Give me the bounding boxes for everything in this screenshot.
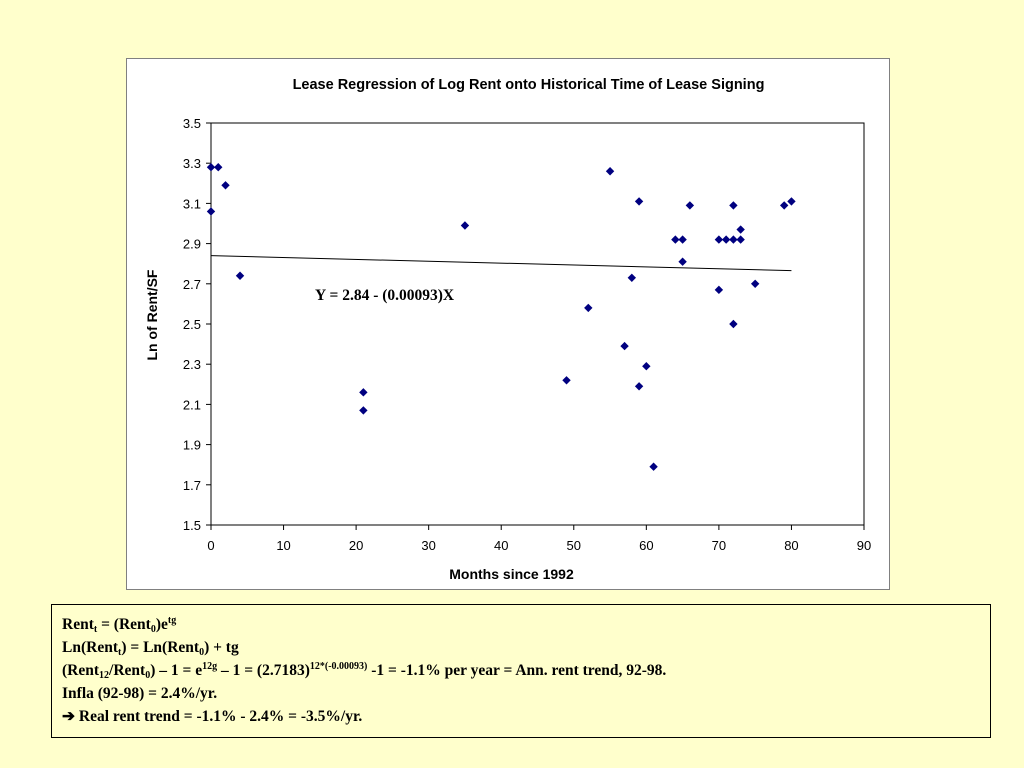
data-point: [729, 319, 738, 329]
x-axis-label: Months since 1992: [449, 566, 574, 582]
data-point: [359, 406, 368, 415]
data-point: [714, 285, 724, 295]
y-tick-label: 2.3: [183, 357, 201, 372]
x-tick-label: 20: [349, 538, 363, 553]
data-point: [634, 197, 644, 206]
data-point: [642, 362, 651, 371]
data-point: [584, 303, 593, 313]
y-tick-label: 3.5: [183, 116, 201, 131]
data-point: [206, 163, 216, 172]
inflation-line: Infla (92-98) = 2.4%/yr.: [62, 685, 218, 702]
data-point: [729, 235, 738, 244]
arrow-right-icon: ➔: [62, 708, 75, 725]
chart-panel: Lease Regression of Log Rent onto Histor…: [126, 58, 890, 590]
data-point: [671, 235, 680, 244]
y-tick-label: 1.5: [183, 518, 201, 533]
data-point: [221, 181, 230, 190]
data-point: [460, 221, 470, 230]
y-tick-label: 2.9: [183, 237, 201, 252]
data-point: [562, 376, 571, 385]
real-rent-trend-line: ➔ Real rent trend = -1.1% - 2.4% = -3.5%…: [62, 708, 363, 725]
data-point: [627, 273, 637, 282]
x-tick-label: 90: [857, 538, 871, 553]
x-tick-label: 0: [207, 538, 214, 553]
trendline: [210, 255, 792, 272]
x-tick-label: 60: [639, 538, 653, 553]
x-tick-label: 70: [712, 538, 726, 553]
y-tick-label: 3.3: [183, 156, 201, 171]
y-tick-label: 1.7: [183, 478, 201, 493]
data-point: [678, 235, 687, 244]
y-tick-label: 2.1: [183, 397, 201, 412]
data-point: [750, 279, 760, 288]
data-point: [620, 341, 629, 351]
y-tick-label: 3.1: [183, 196, 201, 211]
data-point: [678, 257, 687, 266]
regression-equation: Y = 2.84 - (0.00093)X: [315, 287, 455, 304]
x-tick-label: 80: [784, 538, 798, 553]
plot-area: [210, 122, 865, 526]
data-point: [714, 235, 724, 244]
data-point: [235, 271, 245, 280]
x-tick-label: 50: [567, 538, 581, 553]
data-point: [206, 207, 216, 216]
x-tick-label: 10: [276, 538, 290, 553]
y-tick-label: 2.5: [183, 317, 201, 332]
data-point: [605, 167, 615, 176]
chart-title: Lease Regression of Log Rent onto Histor…: [293, 77, 765, 93]
formula-log-rent: Ln(Rentt) = Ln(Rent0) + tg: [62, 639, 239, 658]
data-point: [736, 235, 745, 244]
data-point: [736, 225, 745, 234]
data-point: [779, 201, 789, 210]
y-axis-label: Ln of Rent/SF: [144, 269, 160, 360]
y-tick-label: 2.7: [183, 277, 201, 292]
x-tick-label: 30: [421, 538, 435, 553]
data-point: [359, 388, 368, 397]
data-point: [685, 201, 695, 210]
formula-rent-growth: Rentt = (Rent0)etg: [62, 615, 177, 635]
data-point: [214, 163, 223, 172]
data-point: [787, 197, 796, 206]
x-tick-label: 40: [494, 538, 508, 553]
y-tick-label: 1.9: [183, 438, 201, 453]
data-point: [634, 382, 644, 391]
formula-annual-trend: (Rent12/Rent0) – 1 = e12g – 1 = (2.7183)…: [62, 661, 667, 681]
data-point: [649, 462, 658, 471]
data-point: [721, 235, 731, 244]
notes-box: Rentt = (Rent0)etg Ln(Rentt) = Ln(Rent0)…: [51, 604, 991, 738]
scatter-chart: Lease Regression of Log Rent onto Histor…: [144, 77, 871, 582]
data-point: [729, 201, 738, 210]
